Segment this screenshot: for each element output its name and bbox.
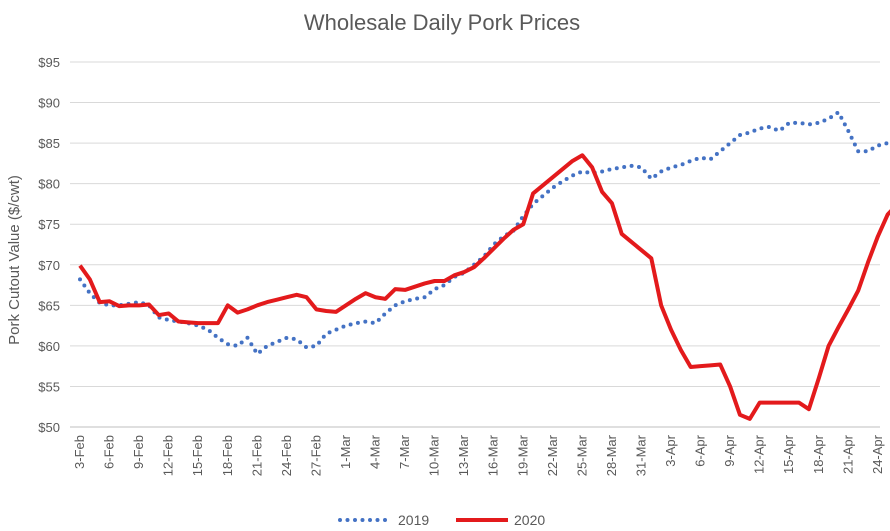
x-tick-label: 12-Apr bbox=[752, 434, 767, 474]
x-tick-label: 13-Mar bbox=[456, 434, 471, 476]
x-tick-label: 18-Apr bbox=[811, 434, 826, 474]
x-tick-label: 6-Feb bbox=[102, 435, 117, 469]
x-tick-label: 9-Apr bbox=[722, 434, 737, 466]
series-lines bbox=[78, 109, 890, 421]
y-axis-label: Pork Cutout Value ($/cwt) bbox=[6, 175, 23, 345]
y-tick-label: $55 bbox=[38, 379, 60, 394]
x-tick-label: 28-Mar bbox=[604, 434, 619, 476]
x-tick-label: 6-Apr bbox=[693, 434, 708, 466]
x-tick-label: 18-Feb bbox=[220, 435, 235, 476]
x-tick-label: 31-Mar bbox=[633, 434, 648, 476]
gridlines bbox=[70, 61, 880, 428]
series-line-2019 bbox=[78, 109, 890, 358]
x-tick-label: 25-Mar bbox=[574, 434, 589, 476]
x-tick-label: 12-Feb bbox=[161, 435, 176, 476]
y-tick-label: $95 bbox=[38, 55, 60, 70]
x-tick-label: 10-Mar bbox=[427, 434, 442, 476]
y-tick-label: $90 bbox=[38, 96, 60, 111]
x-tick-label: 22-Mar bbox=[545, 434, 560, 476]
x-tick-label: 24-Feb bbox=[279, 435, 294, 476]
y-tick-label: $80 bbox=[38, 177, 60, 192]
x-tick-label: 9-Feb bbox=[131, 435, 146, 469]
x-tick-label: 16-Mar bbox=[486, 434, 501, 476]
x-tick-label: 21-Feb bbox=[249, 435, 264, 476]
legend: 2019 2020 bbox=[338, 512, 545, 528]
axes: $50 $55 $60 $65 $70 $75 $80 $85 $90 $95 3-Feb 6-Feb… bbox=[38, 55, 885, 476]
x-tick-label: 15-Feb bbox=[190, 435, 205, 476]
y-tick-label: $50 bbox=[38, 420, 60, 435]
legend-label-2019: 2019 bbox=[398, 512, 429, 528]
y-tick-label: $70 bbox=[38, 258, 60, 273]
chart-title: Wholesale Daily Pork Prices bbox=[304, 10, 580, 35]
x-tick-label: 15-Apr bbox=[781, 434, 796, 474]
x-tick-label: 27-Feb bbox=[308, 435, 323, 476]
x-tick-label: 3-Feb bbox=[72, 435, 87, 469]
x-tick-label: 7-Mar bbox=[397, 434, 412, 469]
x-tick-label: 19-Mar bbox=[515, 434, 530, 476]
y-tick-label: $65 bbox=[38, 298, 60, 313]
x-tick-label: 21-Apr bbox=[840, 434, 855, 474]
x-tick-label: 1-Mar bbox=[338, 434, 353, 469]
series-line-2020 bbox=[78, 153, 890, 421]
x-tick-label: 4-Mar bbox=[368, 434, 383, 469]
legend-label-2020: 2020 bbox=[514, 512, 545, 528]
x-tick-label: 3-Apr bbox=[663, 434, 678, 466]
y-tick-label: $60 bbox=[38, 339, 60, 354]
y-tick-label: $75 bbox=[38, 217, 60, 232]
x-tick-label: 24-Apr bbox=[870, 434, 885, 474]
y-tick-label: $85 bbox=[38, 136, 60, 151]
